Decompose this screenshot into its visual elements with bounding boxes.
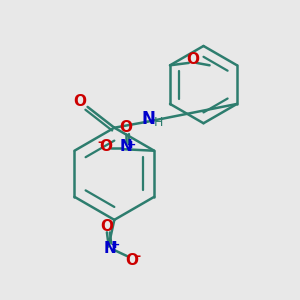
Text: O: O <box>186 52 199 68</box>
Text: O: O <box>100 220 113 235</box>
Text: +: + <box>127 140 136 149</box>
Text: O: O <box>74 94 87 109</box>
Text: N: N <box>142 110 156 128</box>
Text: O: O <box>99 139 112 154</box>
Text: H: H <box>154 116 163 130</box>
Text: +: + <box>111 240 120 250</box>
Text: O: O <box>119 120 133 135</box>
Text: N: N <box>120 140 132 154</box>
Text: -: - <box>97 136 102 149</box>
Text: N: N <box>103 241 116 256</box>
Text: -: - <box>135 250 140 262</box>
Text: O: O <box>125 253 138 268</box>
